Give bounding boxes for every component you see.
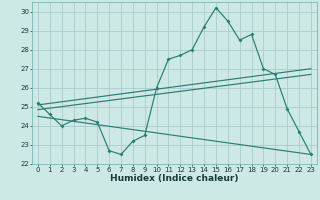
X-axis label: Humidex (Indice chaleur): Humidex (Indice chaleur) [110, 174, 239, 183]
